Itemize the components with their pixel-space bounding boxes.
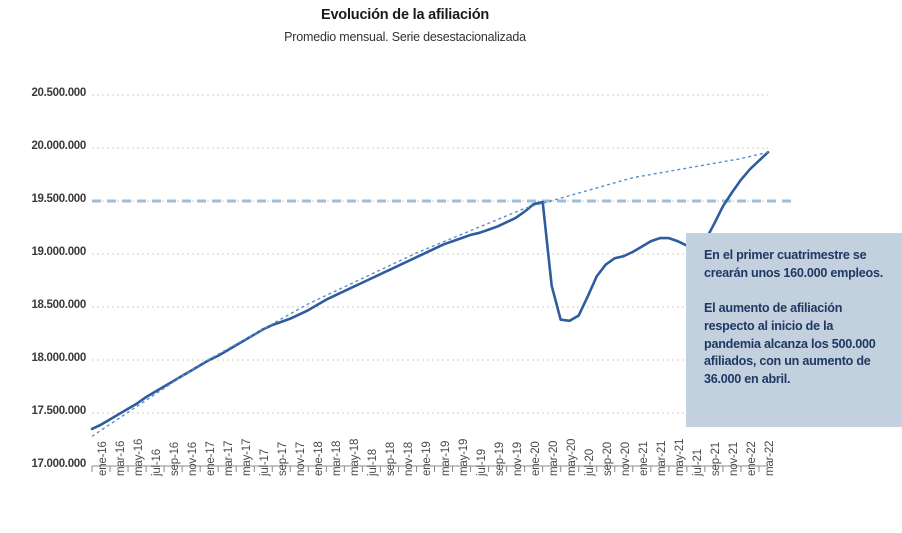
y-axis-tick-label: 20.000.000	[31, 140, 86, 152]
x-axis-tick-label: nov-19	[511, 442, 524, 476]
x-axis-tick-label: mar-20	[547, 440, 560, 476]
x-axis-tick-label: nov-16	[187, 442, 200, 476]
y-axis-tick-label: 20.500.000	[31, 87, 86, 99]
gridlines-group	[92, 94, 768, 467]
x-axis-tick-label: nov-17	[295, 442, 308, 476]
x-axis-tick-label: ene-21	[637, 441, 650, 476]
x-axis-tick-label: may-20	[565, 438, 578, 476]
x-axis-tick-label: ene-22	[745, 441, 758, 476]
x-axis-tick-label: ene-18	[313, 441, 326, 476]
x-axis-tick-label: nov-18	[403, 442, 416, 476]
x-axis-tick-label: sep-21	[709, 442, 722, 476]
x-axis-tick-label: may-18	[349, 438, 362, 476]
series-line-afiliacion	[90, 150, 770, 431]
chart-subtitle: Promedio mensual. Serie desestacionaliza…	[284, 30, 526, 44]
x-axis-tick-label: sep-16	[169, 442, 182, 476]
series-line-tendencia	[91, 151, 769, 437]
x-axis-tick-label: sep-19	[493, 442, 506, 476]
x-axis-tick-label: mar-22	[763, 440, 776, 476]
x-axis-tick-label: sep-20	[601, 442, 614, 476]
y-axis-tick-label: 18.000.000	[31, 352, 86, 364]
x-axis-tick-label: jul-16	[151, 449, 164, 476]
y-axis-tick-label: 17.500.000	[31, 405, 86, 417]
x-axis-tick-label: ene-16	[97, 441, 109, 476]
x-axis-tick-label: ene-19	[421, 441, 434, 476]
x-axis-tick-label: jul-21	[691, 449, 704, 476]
x-axis-tick-label: nov-21	[727, 442, 740, 476]
x-axis-tick-label: nov-20	[619, 442, 632, 476]
chart-title: Evolución de la afiliación	[320, 7, 490, 23]
x-axis-tick-label: mar-17	[223, 440, 236, 476]
x-axis-tick-label: sep-18	[385, 442, 398, 476]
data-series-group	[90, 150, 770, 437]
x-axis-tick-label: jul-19	[475, 449, 488, 476]
x-axis-tick-label: ene-17	[205, 441, 218, 476]
x-axis-tick-label: may-17	[241, 438, 254, 476]
x-axis-tick-label: mar-19	[439, 440, 452, 476]
x-tick-marks-group	[91, 466, 760, 472]
y-axis-tick-label: 19.500.000	[31, 193, 86, 205]
x-axis-tick-label: sep-17	[277, 442, 290, 476]
x-axis-tick-label: mar-16	[115, 440, 128, 476]
x-axis-tick-label: mar-18	[331, 440, 344, 476]
x-axis-tick-label: jul-17	[259, 449, 272, 476]
x-axis-tick-label: mar-21	[655, 440, 668, 476]
y-axis-tick-label: 19.000.000	[31, 246, 86, 258]
y-axis-tick-label: 18.500.000	[31, 299, 86, 311]
annotation-paragraph-2: El aumento de afiliación respecto al ini…	[704, 300, 876, 387]
y-axis-tick-label: 17.000.000	[31, 458, 86, 470]
x-axis-tick-label: jul-18	[367, 449, 380, 476]
x-axis-tick-label: may-16	[133, 438, 146, 476]
annotation-paragraph-1: En el primer cuatrimestre se crearán uno…	[704, 248, 883, 280]
x-axis-tick-label: may-19	[457, 438, 470, 476]
x-axis-tick-label: may-21	[673, 438, 686, 476]
annotation-callout-box: En el primer cuatrimestre se crearán uno…	[686, 233, 902, 427]
x-axis-tick-label: ene-20	[529, 441, 542, 476]
x-axis-tick-label: jul-20	[583, 449, 596, 476]
